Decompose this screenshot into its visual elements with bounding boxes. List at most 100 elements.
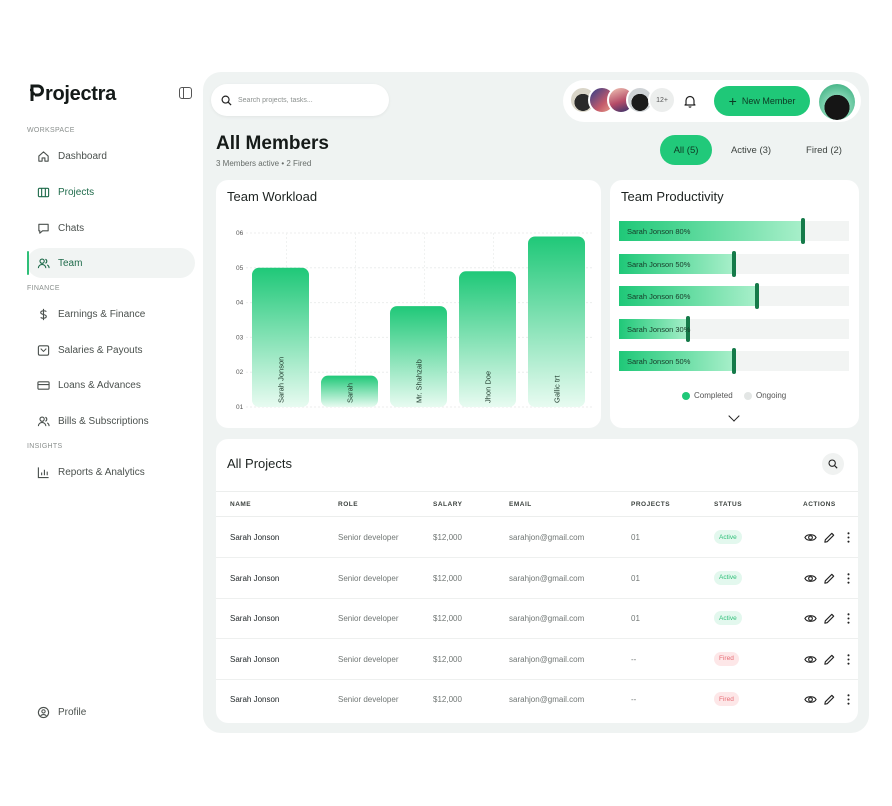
sidebar-item-label: Reports & Analytics <box>58 466 145 478</box>
sidebar-item-label: Salaries & Payouts <box>58 344 143 356</box>
y-tick-label: 01 <box>236 404 244 411</box>
col-name[interactable]: NAME <box>230 501 252 508</box>
productivity-row[interactable]: Sarah Jonson 60% <box>619 283 849 310</box>
app-logo[interactable]: rojectra <box>30 82 116 106</box>
sidebar-item-dashboard[interactable]: Dashboard <box>27 141 195 171</box>
main-panel: 12+ + New Member All Members 3 Members ac… <box>203 72 869 733</box>
legend-dot-ongoing <box>744 391 752 400</box>
col-role[interactable]: ROLE <box>338 501 359 508</box>
team-productivity-card: Team Productivity Sarah Jonson 80% Sarah … <box>610 180 859 428</box>
productivity-label: Sarah Jonson 50% <box>627 357 691 367</box>
legend-label: Ongoing <box>756 391 787 400</box>
col-email[interactable]: EMAIL <box>509 501 532 508</box>
bar-handle <box>686 315 690 342</box>
workload-bar[interactable] <box>528 236 585 407</box>
chevron-down-icon[interactable] <box>728 410 740 422</box>
edit-icon[interactable] <box>823 693 836 706</box>
edit-icon[interactable] <box>823 653 836 666</box>
productivity-row[interactable]: Sarah Jonson 50% <box>619 250 849 277</box>
bar-handle <box>801 218 805 244</box>
table-row[interactable]: Sarah Jonson Senior developer $12,000 sarah… <box>216 518 858 558</box>
sidebar-item-bills[interactable]: Bills & Subscriptions <box>27 406 195 436</box>
cell-role: Senior developer <box>338 695 399 704</box>
page-title: All Members <box>216 133 329 154</box>
filter-fired[interactable]: Fired (2) <box>806 144 842 156</box>
y-tick-label: 05 <box>236 265 244 272</box>
cell-email: sarahjon@gmail.com <box>509 654 585 664</box>
cell-name: Sarah Jonson <box>230 573 280 583</box>
search-icon <box>221 95 232 106</box>
table-row[interactable]: Sarah Jonson Senior developer $12,000 sarah… <box>216 599 858 639</box>
table-header: NAME ROLE SALARY EMAIL PROJECTS STATUS A… <box>216 491 858 517</box>
filter-active[interactable]: Active (3) <box>730 144 772 156</box>
cell-projects: -- <box>631 695 637 704</box>
new-member-button[interactable]: + New Member <box>714 86 810 116</box>
legend-completed: Completed <box>682 391 733 400</box>
chat-icon <box>38 223 49 234</box>
productivity-title: Team Productivity <box>621 189 724 204</box>
filter-all[interactable]: All (5) <box>660 135 712 165</box>
section-label-workspace: WORKSPACE <box>27 127 75 134</box>
search-bar[interactable] <box>211 84 389 116</box>
sidebar-item-reports[interactable]: Reports & Analytics <box>27 457 195 487</box>
productivity-row[interactable]: Sarah Jonson 50% <box>619 348 849 375</box>
cell-role: Senior developer <box>338 573 399 583</box>
eye-icon[interactable] <box>804 612 817 625</box>
sidebar-item-salaries[interactable]: Salaries & Payouts <box>27 335 195 365</box>
plus-icon: + <box>728 93 737 109</box>
chart-icon <box>37 466 49 478</box>
eye-icon[interactable] <box>804 531 817 544</box>
edit-icon[interactable] <box>823 612 836 625</box>
eye-icon[interactable] <box>804 572 817 585</box>
app-name: rojectra <box>45 83 116 105</box>
edit-icon[interactable] <box>823 572 836 585</box>
workload-bar[interactable] <box>459 271 516 407</box>
sidebar: rojectra WORKSPACE Dashboard Projects Ch… <box>18 70 203 730</box>
sidebar-item-chats[interactable]: Chats <box>27 213 195 243</box>
sidebar-item-team[interactable]: Team <box>27 248 195 278</box>
productivity-row[interactable]: Sarah Jonson 30% <box>619 315 849 342</box>
bar-label: Mr. Shahzaib <box>415 359 424 403</box>
sidebar-item-label: Profile <box>58 706 87 718</box>
edit-icon[interactable] <box>823 531 836 544</box>
cell-salary: $12,000 <box>433 614 462 623</box>
workload-title: Team Workload <box>227 189 318 204</box>
col-salary[interactable]: SALARY <box>433 501 463 508</box>
completed-bar <box>619 218 805 244</box>
sidebar-item-earnings[interactable]: Earnings & Finance <box>27 299 195 329</box>
eye-icon[interactable] <box>804 653 817 666</box>
wallet-icon <box>37 344 50 356</box>
status-badge: Fired <box>714 692 739 706</box>
bell-icon[interactable] <box>683 94 697 108</box>
eye-icon[interactable] <box>804 693 817 706</box>
workload-bar[interactable] <box>321 375 378 407</box>
sidebar-item-label: Dashboard <box>58 150 107 162</box>
table-row[interactable]: Sarah Jonson Senior developer $12,000 sarah… <box>216 640 858 680</box>
users-icon <box>37 415 50 426</box>
sidebar-item-projects[interactable]: Projects <box>27 177 195 207</box>
workload-bar[interactable] <box>252 267 309 407</box>
page-subtitle: 3 Members active • 2 Fired <box>216 159 312 168</box>
search-input[interactable] <box>238 96 378 104</box>
productivity-row[interactable]: Sarah Jonson 80% <box>619 218 849 244</box>
table-search-button[interactable] <box>822 453 844 475</box>
sidebar-item-profile[interactable]: Profile <box>27 697 195 727</box>
cell-projects: 01 <box>631 614 640 623</box>
more-vertical-icon[interactable] <box>842 572 855 585</box>
user-avatar[interactable] <box>819 84 855 120</box>
more-vertical-icon[interactable] <box>842 531 855 544</box>
table-row[interactable]: Sarah Jonson Senior developer $12,000 sarah… <box>216 559 858 599</box>
table-row[interactable]: Sarah Jonson Senior developer $12,000 sarah… <box>216 680 858 720</box>
cell-projects: 01 <box>631 533 640 542</box>
more-vertical-icon[interactable] <box>842 693 855 706</box>
col-projects[interactable]: PROJECTS <box>631 501 671 508</box>
col-status[interactable]: STATUS <box>714 501 743 508</box>
workload-bar[interactable] <box>390 306 447 407</box>
bar-handle <box>732 348 736 375</box>
more-members-count[interactable]: 12+ <box>648 86 676 114</box>
member-avatars[interactable]: 12+ <box>569 86 676 116</box>
more-vertical-icon[interactable] <box>842 653 855 666</box>
sidebar-item-loans[interactable]: Loans & Advances <box>27 370 195 400</box>
more-vertical-icon[interactable] <box>842 612 855 625</box>
collapse-sidebar-icon[interactable] <box>179 87 192 99</box>
